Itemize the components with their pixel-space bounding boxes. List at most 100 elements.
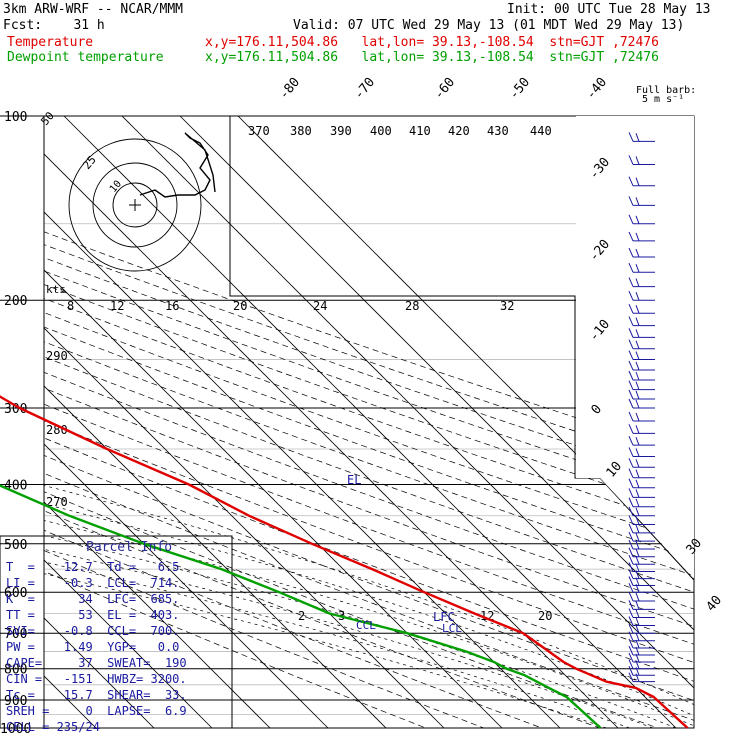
isotherm-label: -80 <box>277 75 304 103</box>
isotherm <box>44 153 619 728</box>
wind-barb-flag <box>628 176 634 186</box>
isotherm-label: -60 <box>432 75 459 103</box>
wind-barb-flag <box>635 292 640 301</box>
ccl-marker: CCL <box>356 619 376 632</box>
theta-label: 410 <box>409 124 431 138</box>
wind-barb-flag <box>628 263 634 273</box>
wind-barb <box>628 583 655 593</box>
wind-barb-flag <box>628 547 634 557</box>
wind-barb-flag <box>635 617 640 626</box>
wind-barb-flag <box>628 666 634 676</box>
wind-barb <box>628 447 655 457</box>
dry-adiabat <box>44 387 694 627</box>
dry-adiabat <box>44 570 426 728</box>
wind-barb-flag <box>628 339 634 349</box>
parcel-info-row: CAPE= 37 SWEAT= 190 <box>6 656 187 670</box>
wind-barb-flag <box>628 424 634 434</box>
wind-barb-flag <box>635 215 640 224</box>
parcel-info-row: TT = 53 EL = 403. <box>6 608 180 622</box>
wind-barb-flag <box>635 609 640 618</box>
parcel-info-row: SREH = 0 LAPSE= 6.9 <box>6 704 187 718</box>
hodograph-ring-label: 50 <box>38 109 56 128</box>
dry-adiabat <box>44 510 600 728</box>
wind-barb-flag <box>628 576 634 586</box>
wind-barb-flag <box>628 506 634 516</box>
lcl-marker: LCL <box>442 622 462 635</box>
wind-barb-flag <box>635 556 640 565</box>
wind-barb-flag <box>635 625 640 634</box>
wind-barb-flag <box>635 632 640 641</box>
wind-barb <box>628 176 655 187</box>
wind-barb <box>628 247 655 258</box>
wind-barb-flag <box>628 316 634 326</box>
dry-adiabat <box>44 341 694 576</box>
wind-barb-flag <box>628 555 634 565</box>
theta-label: 380 <box>290 124 312 138</box>
theta-label: 420 <box>448 124 470 138</box>
isotherm <box>237 116 694 573</box>
isotherm <box>44 327 445 728</box>
wind-barb-flag <box>628 231 634 242</box>
wind-barb <box>628 515 655 525</box>
pressure-label-1000: 1000 <box>0 722 31 737</box>
pressure-label-700: 700 <box>4 627 27 642</box>
wind-barb <box>628 608 655 619</box>
wind-barb <box>628 231 655 242</box>
wind-barb <box>628 380 655 391</box>
wind-barb-flag <box>628 562 634 572</box>
isotherm <box>121 116 694 689</box>
temperature-legend: Temperature <box>7 35 94 50</box>
wind-barb-flag <box>628 539 634 550</box>
wind-barb-flag <box>628 608 634 618</box>
wind-barb-flag <box>628 389 634 400</box>
mixing-ratio-label: 24 <box>313 299 327 313</box>
dry-adiabat <box>44 231 694 457</box>
dry-adiabat <box>44 529 542 728</box>
lfc-marker: LFC <box>433 610 455 624</box>
mixing-ratio-label: 12 <box>110 299 124 313</box>
wind-barb <box>628 398 655 409</box>
parcel-info-row: CIN = -151 HWBZ= 3200. <box>6 672 187 686</box>
wind-barb-flag <box>635 489 640 498</box>
wind-barb <box>628 411 655 422</box>
wind-barb-flag <box>635 516 640 525</box>
isotherm <box>44 617 155 728</box>
wind-barb-flag <box>628 196 634 206</box>
wind-barb-flag <box>628 370 634 381</box>
dewpoint-location: x,y=176.11,504.86 lat,lon= 39.13,-108.54… <box>205 50 659 65</box>
temperature-profile <box>0 395 689 729</box>
wind-barb-flag <box>635 436 640 446</box>
wind-barb-flag <box>635 540 640 550</box>
wind-barb-flag <box>635 507 640 516</box>
dry-adiabat <box>44 326 694 560</box>
wind-barb-flag <box>628 623 634 634</box>
dry-adiabat <box>44 356 694 593</box>
wind-barb-flag <box>635 601 640 610</box>
isotherm <box>179 116 694 631</box>
isotherm <box>44 269 503 728</box>
isotherm-label: 40 <box>704 593 726 615</box>
wind-barb-flag <box>635 570 640 579</box>
wind-barb <box>628 672 655 683</box>
dry-adiabat <box>44 472 694 721</box>
wind-barb-flag <box>628 155 634 165</box>
pressure-label-900: 900 <box>4 694 27 709</box>
mixing-ratio-label-lower: 2 <box>298 609 305 623</box>
wind-barb <box>628 600 655 610</box>
wind-barb-flag <box>628 672 634 682</box>
wind-barb-flag <box>635 351 640 360</box>
isotherm-label: -40 <box>584 75 611 103</box>
isotherm <box>44 559 213 728</box>
dry-adiabat <box>44 437 694 682</box>
wind-barb-flag <box>628 447 634 457</box>
wind-barb <box>628 497 655 508</box>
parcel-info-title: Parcel Info <box>86 540 173 555</box>
wind-barb <box>628 196 655 206</box>
wind-barb-flag <box>635 524 640 534</box>
pressure-label-100: 100 <box>4 110 27 125</box>
wind-barb-flag <box>635 329 640 338</box>
wind-barb-flag <box>635 646 640 656</box>
isotherm <box>44 211 561 728</box>
wind-barb <box>628 435 655 446</box>
